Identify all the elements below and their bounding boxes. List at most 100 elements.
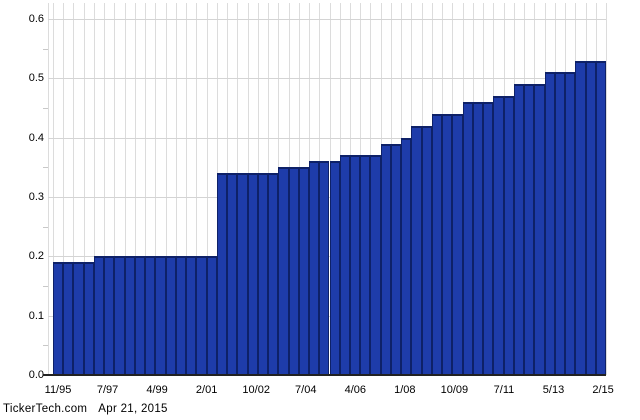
dividend-bar [114,256,125,375]
dividend-bar [104,256,115,375]
horizontal-gridline [48,78,606,80]
y-axis-tick-label: 0.6 [28,13,44,25]
dividend-bar [216,173,228,375]
vertical-gridline [63,3,65,375]
dividend-bar [421,125,432,375]
y-axis-tick-label: 0.3 [28,191,44,203]
dividend-bar [452,113,463,375]
y-axis-minor-tick [43,226,48,228]
x-axis-tick-label: 7/04 [295,384,317,396]
vertical-gridline [155,3,157,375]
y-axis-minor-tick [43,108,48,109]
vertical-gridline [83,3,85,375]
vertical-gridline [134,3,136,375]
dividend-bar [206,256,217,375]
dividend-bar [93,256,105,375]
dividend-bar [595,60,606,375]
dividend-bar [124,256,135,375]
y-axis-minor-tick [43,167,48,169]
vertical-gridline [104,3,106,375]
dividend-bar [73,262,84,375]
dividend-bar [544,72,555,375]
dividend-bar [63,262,74,375]
dividend-bar [319,161,330,375]
dividend-bar [462,102,473,375]
dividend-bar [524,84,535,375]
vertical-gridline [196,3,198,375]
dividend-bar [380,143,391,375]
dividend-bar [186,256,197,375]
dividend-bar [360,155,371,375]
dividend-bar [298,167,309,375]
vertical-gridline [114,3,116,375]
dividend-bar [329,161,340,375]
horizontal-gridline [48,137,606,139]
dividend-bar [237,173,248,375]
dividend-bar [442,113,453,375]
dividend-bar [431,113,443,375]
dividend-bar [534,84,545,375]
y-axis-tick-label: 0.2 [28,250,44,263]
dividend-bar [472,102,484,375]
dividend-bar [288,167,299,375]
brand-text: TickerTech.com [3,403,88,415]
x-axis-tick-label: 10/02 [242,384,270,396]
dividend-bar [278,167,289,375]
vertical-gridline [93,3,95,375]
y-axis-minor-tick [43,48,48,50]
dividend-bar [565,72,576,375]
dividend-bar [268,173,279,375]
dividend-bar [134,256,146,375]
x-axis-tick-label: 4/99 [146,384,168,396]
vertical-gridline [206,3,208,375]
y-axis-tick-label: 0.0 [28,369,44,381]
y-axis-minor-tick [43,345,48,347]
chart-footer: TickerTech.com Apr 21, 2015 [3,403,168,415]
dividend-bar [390,143,402,375]
x-axis-tick-label: 11/95 [44,384,72,396]
vertical-gridline [124,3,126,375]
vertical-gridline [606,3,607,375]
dividend-bar [513,84,525,375]
dividend-bar [503,96,514,375]
dividend-bar [401,137,412,375]
dividend-bar [227,173,238,375]
dividend-bar [145,256,156,375]
x-axis-tick-label: 2/15 [592,384,614,396]
vertical-gridline [165,3,167,375]
dividend-bar [585,60,596,375]
vertical-gridline [175,3,177,375]
horizontal-gridline [48,19,606,20]
x-axis-tick-label: 4/06 [344,384,366,396]
dividend-bar [339,155,350,375]
vertical-gridline [48,3,49,375]
vertical-gridline [186,3,188,375]
dividend-bar [370,155,381,375]
date-text: Apr 21, 2015 [98,403,168,415]
dividend-bar [554,72,566,375]
x-axis-tick-label: 10/09 [440,384,469,396]
dividend-bar [349,155,361,375]
y-axis-tick-label: 0.5 [28,72,44,85]
y-axis-tick-label: 0.1 [28,309,44,322]
dividend-bar [483,102,494,375]
dividend-bar [247,173,258,375]
dividend-bar [411,125,422,375]
vertical-gridline [73,3,75,375]
dividend-bar [257,173,269,375]
dividend-bar [53,262,64,375]
dividend-bar [83,262,94,375]
dividend-bar [165,256,176,375]
dividend-bar [493,96,504,375]
dividend-bar [309,161,320,375]
vertical-gridline [145,3,147,375]
dividend-bar [175,256,187,375]
x-axis-tick-label: 2/01 [195,384,218,396]
x-axis-tick-label: 1/08 [394,384,416,396]
vertical-gridline [53,3,54,375]
dividend-bar [575,60,586,375]
x-axis-tick-label: 7/11 [493,384,515,396]
y-axis-minor-tick [43,286,48,287]
